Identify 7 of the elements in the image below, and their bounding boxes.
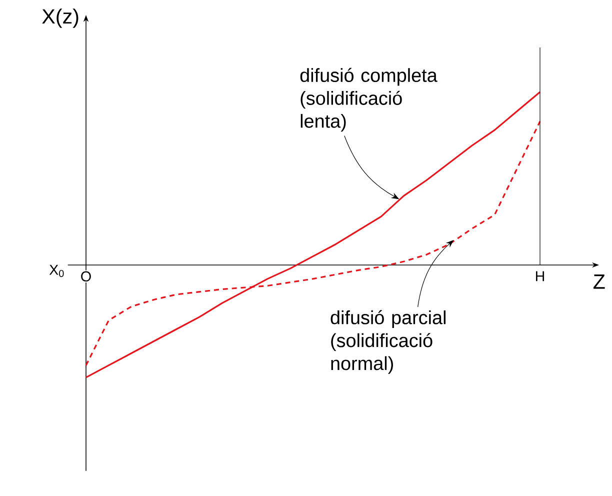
annotation: difusió completa (solidificació lenta) (300, 68, 438, 132)
x-axis-title: Z (594, 274, 605, 289)
text: X$_{0}$ (49, 264, 64, 278)
y-axis-title: X(z) (42, 8, 78, 28)
x-tick-label: O (81, 271, 91, 282)
annotation: difusió parcial (solidificació normal) (330, 310, 446, 374)
x-tick-label: H (536, 271, 544, 282)
